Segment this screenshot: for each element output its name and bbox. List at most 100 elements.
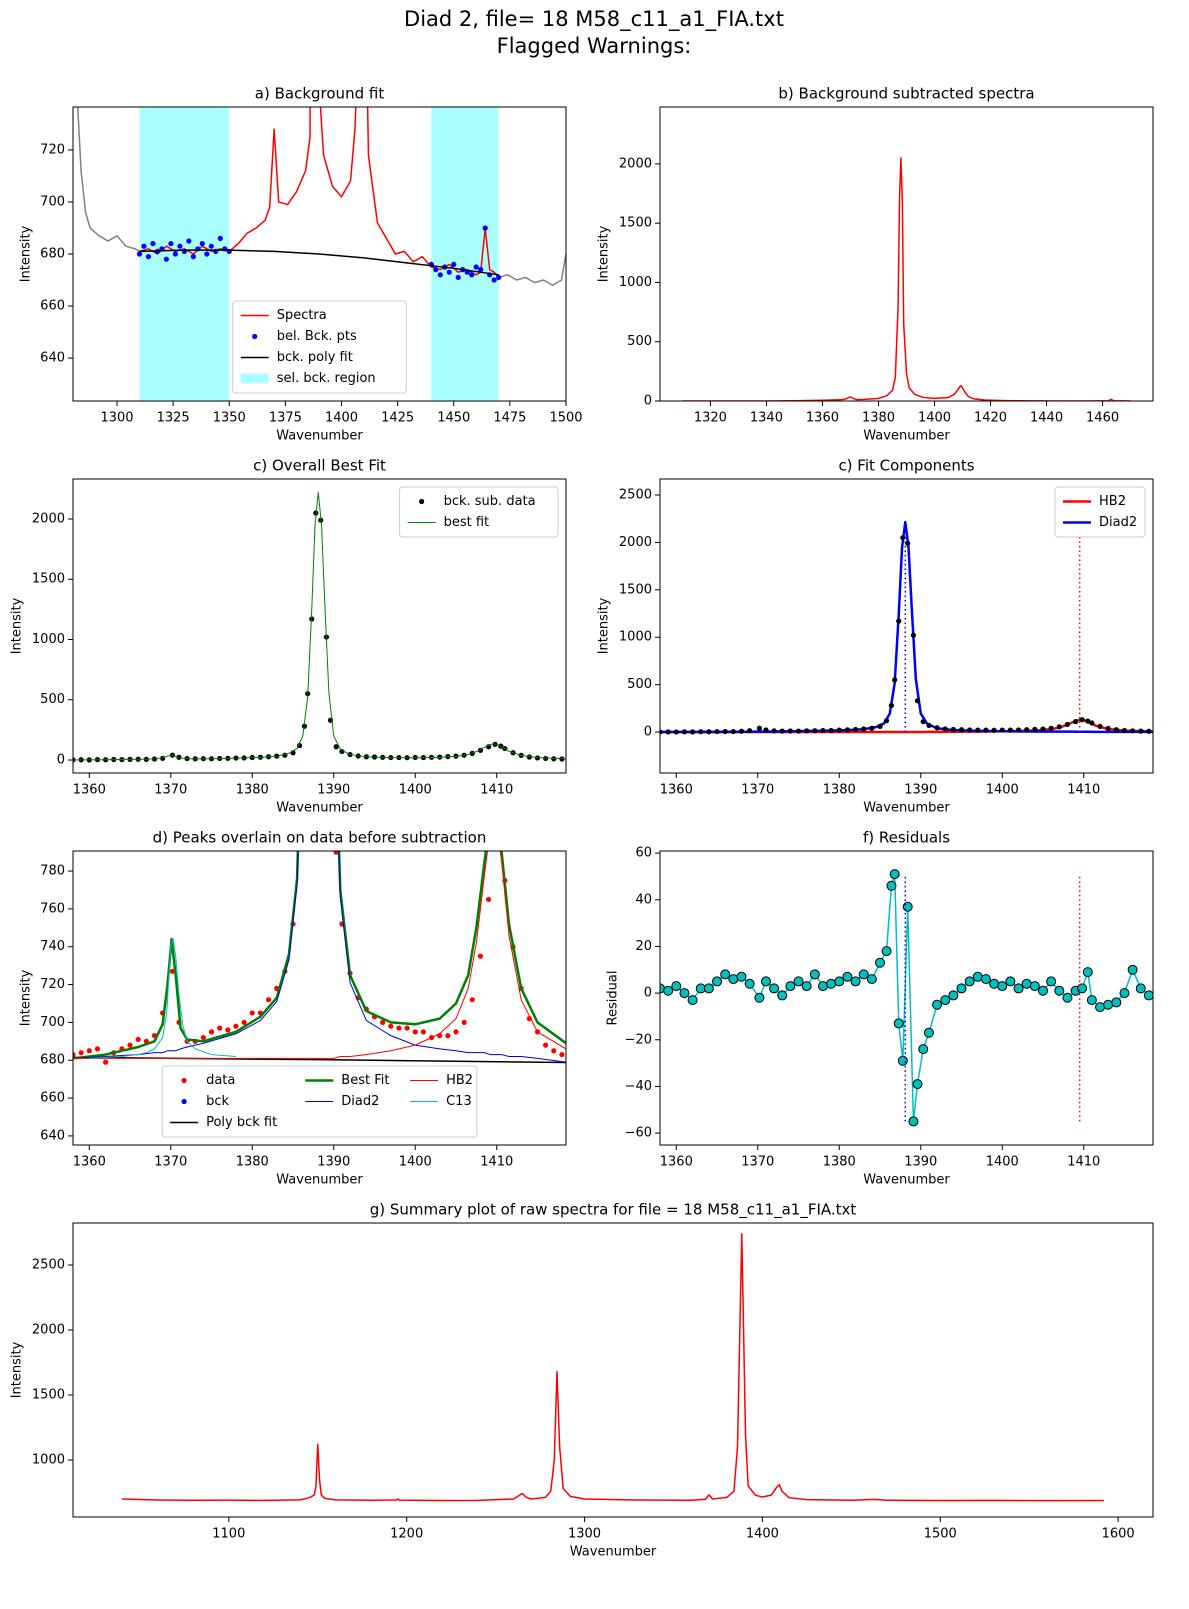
x-tick-label: 1200 [390, 1527, 423, 1542]
data-point [388, 1023, 394, 1029]
x-tick-label: 1375 [269, 411, 302, 426]
x-tick-label: 1360 [660, 1155, 693, 1170]
data-point [1072, 719, 1079, 725]
x-tick-label: 1475 [493, 411, 526, 426]
plot-area [660, 520, 1153, 735]
data-point [817, 981, 828, 992]
y-tick-label: 660 [40, 299, 65, 314]
data-point [942, 726, 948, 732]
y-tick-label: 1500 [32, 572, 65, 587]
legend-label: C13 [446, 1094, 472, 1109]
data-point [150, 240, 156, 247]
data-point [852, 726, 859, 733]
data-point [844, 727, 851, 733]
data-point [673, 729, 679, 735]
x-tick-label: 1450 [437, 411, 470, 426]
data-point [804, 728, 810, 734]
x-tick-label: 1400 [399, 783, 432, 798]
legend-label: sel. bck. region [277, 371, 376, 386]
x-tick-label: 1320 [694, 411, 727, 426]
y-tick-label: 0 [57, 752, 65, 767]
data-point [889, 869, 900, 880]
data-point [983, 727, 989, 733]
data-point [793, 976, 804, 987]
y-tick-label: 700 [40, 1015, 65, 1030]
data-point [1054, 985, 1065, 996]
x-tick-label: 1300 [100, 411, 133, 426]
legend-swatch [181, 1077, 187, 1084]
x-tick-label: 1425 [381, 411, 414, 426]
legend-label: Best Fit [341, 1073, 389, 1088]
data-point [991, 727, 997, 733]
x-tick-label: 1360 [660, 783, 693, 798]
y-tick-label: 720 [40, 977, 65, 992]
y-tick-label: 720 [40, 142, 65, 157]
x-tick-label: 1400 [325, 411, 358, 426]
chart-title: a) Background fit [255, 85, 385, 103]
y-tick-label: 500 [627, 677, 652, 692]
series-line [76, 107, 140, 253]
chart-title: c) Fit Components [838, 457, 974, 475]
data-point [559, 1051, 565, 1058]
data-point [826, 978, 837, 989]
data-point [1111, 997, 1122, 1008]
series-line [139, 107, 500, 278]
data-point [681, 729, 688, 735]
data-point [687, 995, 698, 1006]
y-tick-label: 500 [40, 692, 65, 707]
data-point [714, 728, 720, 735]
data-point [875, 957, 886, 968]
data-point [204, 251, 210, 257]
x-tick-label: 1360 [73, 1155, 106, 1170]
data-point [980, 974, 991, 985]
x-tick-label: 1340 [750, 411, 783, 426]
y-tick-label: 760 [40, 901, 65, 916]
data-point [1085, 718, 1091, 724]
y-tick-label: −60 [625, 1126, 652, 1141]
data-point [1040, 726, 1046, 732]
data-point [736, 971, 747, 982]
data-point [333, 851, 339, 855]
data-point [265, 997, 272, 1003]
data-point [905, 540, 911, 546]
data-point [665, 729, 671, 735]
x-tick-label: 1370 [154, 1155, 187, 1170]
data-point [769, 983, 780, 994]
data-point [1005, 976, 1016, 987]
x-tick-label: 1500 [549, 411, 582, 426]
data-point [828, 727, 834, 734]
legend-swatch [252, 333, 258, 340]
legend-label: Diad2 [1099, 515, 1137, 530]
data-point [869, 725, 875, 731]
data-point [932, 999, 943, 1010]
x-tick-label: 1300 [568, 1527, 601, 1542]
data-point [989, 978, 1000, 989]
data-point [997, 981, 1008, 992]
data-point [896, 618, 902, 624]
plot-area [122, 1233, 1104, 1502]
data-point [908, 1116, 919, 1127]
series-line [89, 938, 237, 1059]
y-tick-label: 2000 [32, 512, 65, 527]
data-point [738, 728, 745, 734]
data-point [1127, 964, 1138, 975]
data-point [820, 727, 826, 734]
data-point [897, 1055, 908, 1066]
data-point [1146, 728, 1152, 734]
span [139, 107, 230, 401]
legend-label: bck. poly fit [277, 350, 353, 365]
data-point [999, 727, 1005, 733]
data-point [914, 698, 921, 704]
y-tick-label: 640 [40, 1128, 65, 1143]
y-tick-label: 1000 [32, 1452, 65, 1467]
figure-subtitle: Flagged Warnings: [497, 34, 692, 58]
data-point [1032, 726, 1038, 732]
plot-area [73, 492, 566, 763]
data-point [190, 254, 196, 260]
data-point [217, 1025, 223, 1031]
data-point [333, 744, 339, 750]
legend-label: Poly bck fit [206, 1115, 277, 1130]
x-tick-label: 1500 [924, 1527, 957, 1542]
data-point [940, 995, 951, 1006]
data-point [217, 235, 223, 241]
